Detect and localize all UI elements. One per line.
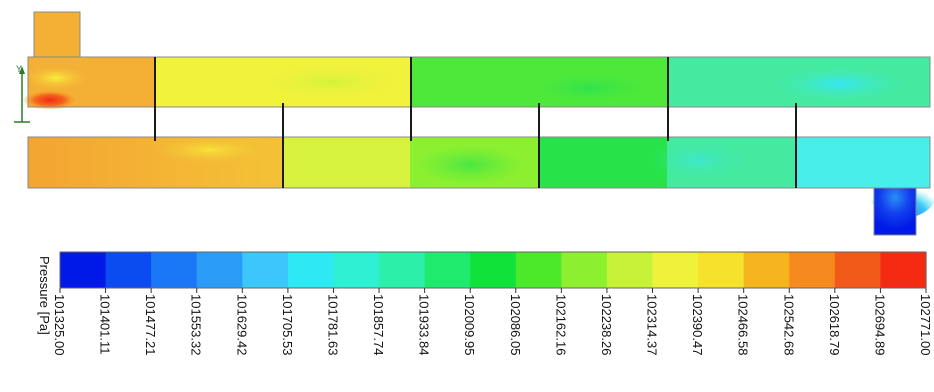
legend-color-segment: [196, 252, 243, 288]
legend-color-segment: [698, 252, 745, 288]
upper-channel-outline: [27, 56, 931, 108]
legend-bar-outline: [59, 251, 927, 289]
legend-color-segment: [652, 252, 699, 288]
upper-yg-blob: [260, 64, 400, 100]
axis-y-arrow: [19, 66, 25, 74]
legend-color-bar: [60, 252, 927, 288]
lower-section-4: [539, 137, 667, 188]
legend-color-segment: [470, 252, 517, 288]
legend-tick-label: 102238.26: [599, 294, 614, 355]
legend-color-segment: [287, 252, 335, 288]
legend-title: Pressure [Pa]: [37, 256, 52, 335]
legend-tick-label: 101325.00: [52, 294, 67, 355]
legend-color-segment: [424, 252, 471, 288]
legend-tick-label: 102618.79: [827, 294, 842, 355]
legend-tick-label: 101629.42: [234, 294, 249, 355]
legend-color-segment: [379, 252, 426, 288]
legend-tick-label: 101933.84: [417, 294, 432, 355]
legend-tick-label: 102162.16: [553, 294, 568, 355]
pressure-legend: 101325.00 101401.11 101477.21 101553.32 1016…: [37, 251, 933, 355]
legend-color-segment: [561, 252, 608, 288]
outlet-stub: [873, 187, 917, 236]
legend-tick-label: 101781.63: [325, 294, 340, 355]
legend-tick-label: 102694.89: [872, 294, 887, 355]
legend-color-segment: [242, 252, 289, 288]
inlet-hotspot: [22, 90, 78, 110]
axis-triad: Y: [14, 64, 30, 123]
legend-color-segment: [515, 252, 562, 288]
lower-channel: [27, 136, 934, 236]
legend-tick-label: 102086.05: [508, 294, 523, 355]
legend-tick-label: 101477.21: [143, 294, 158, 355]
legend-color-segment: [60, 252, 107, 288]
legend-color-segment: [606, 252, 654, 288]
legend-tick-label: 101401.11: [98, 294, 113, 355]
legend-tick-label: 102466.58: [736, 294, 751, 355]
inlet-yellow-core: [24, 66, 88, 90]
legend-tick-label: 102542.68: [781, 294, 796, 355]
lower-teal-blob: [650, 140, 750, 180]
legend-color-segment: [880, 252, 927, 288]
lower-section-2: [283, 137, 410, 188]
upper-channel: [22, 11, 931, 110]
inlet-stub: [33, 11, 81, 58]
legend-color-segment: [151, 252, 198, 288]
legend-tick-label: 102009.95: [462, 294, 477, 355]
legend-tick-group: 101325.00 101401.11 101477.21 101553.32 1016…: [52, 288, 933, 355]
legend-color-segment: [333, 252, 380, 288]
lower-yellow-blob: [150, 136, 270, 164]
legend-tick-label: 102771.00: [918, 294, 933, 355]
legend-tick-label: 101857.74: [371, 294, 386, 355]
legend-tick-label: 101553.32: [189, 294, 204, 355]
legend-tick-label: 102390.47: [690, 294, 705, 355]
legend-color-segment: [834, 252, 882, 288]
legend-color-segment: [789, 252, 836, 288]
axis-y-letter: Y: [16, 64, 22, 74]
baffles: [154, 57, 797, 188]
legend-tick-label: 102314.37: [645, 294, 660, 355]
upper-green-blob: [520, 72, 660, 104]
legend-tick-label: 101705.53: [280, 294, 295, 355]
upper-cyan-blob: [770, 66, 910, 102]
legend-color-segment: [743, 252, 790, 288]
lower-channel-outline: [27, 136, 931, 189]
legend-color-segment: [105, 252, 152, 288]
lower-green-blob: [415, 145, 525, 185]
